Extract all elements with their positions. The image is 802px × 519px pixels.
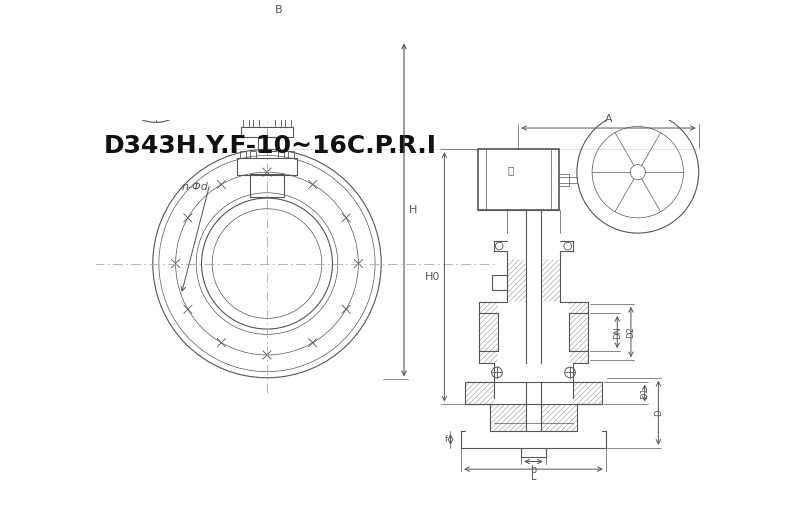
Bar: [221, 40, 337, 47]
Bar: [241, 127, 293, 137]
Text: H: H: [408, 205, 417, 215]
Bar: [243, 119, 249, 127]
Text: D: D: [654, 409, 663, 416]
Bar: [237, 158, 298, 175]
Bar: [203, 74, 215, 92]
Bar: [274, 119, 281, 127]
Text: H0: H0: [424, 272, 439, 282]
Bar: [215, 47, 343, 119]
Text: B: B: [275, 5, 283, 16]
Bar: [240, 151, 245, 158]
Text: DN: DN: [613, 325, 622, 338]
Text: A: A: [605, 114, 612, 124]
Text: D343H.Y.F-10~16C.P.R.I: D343H.Y.F-10~16C.P.R.I: [103, 134, 436, 158]
Bar: [277, 151, 284, 158]
Text: D1: D1: [640, 387, 649, 399]
Text: n-Φd: n-Φd: [181, 182, 208, 193]
Bar: [258, 137, 276, 151]
Bar: [253, 119, 259, 127]
Text: D2: D2: [626, 326, 635, 338]
Bar: [250, 151, 257, 158]
Bar: [250, 174, 284, 197]
Text: f: f: [445, 435, 448, 444]
Bar: [478, 149, 559, 210]
Bar: [286, 119, 291, 127]
Text: 关: 关: [507, 166, 513, 175]
Text: b: b: [530, 465, 537, 474]
Bar: [288, 151, 294, 158]
Text: L: L: [531, 472, 537, 482]
